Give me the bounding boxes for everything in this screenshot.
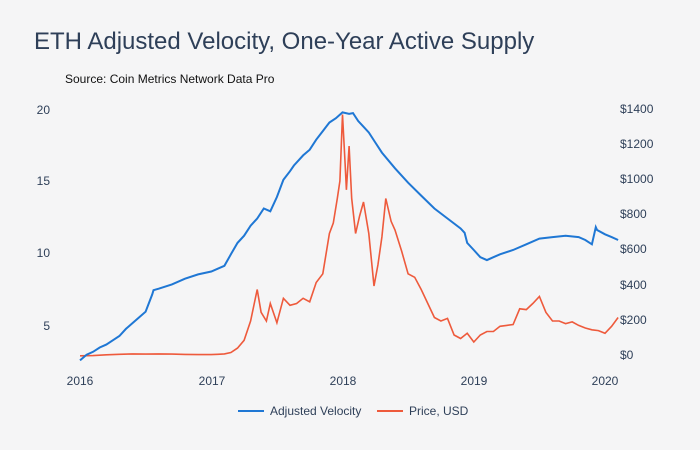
series-line-price bbox=[79, 114, 619, 357]
x-tick-label: 2020 bbox=[592, 374, 619, 388]
right-tick-label: $600 bbox=[620, 242, 647, 256]
left-tick-label: 10 bbox=[37, 246, 51, 260]
right-tick-label: $200 bbox=[620, 313, 647, 327]
right-tick-label: $400 bbox=[620, 278, 647, 292]
right-tick-label: $1200 bbox=[620, 137, 654, 151]
right-tick-label: $800 bbox=[620, 207, 647, 221]
left-tick-label: 15 bbox=[37, 174, 51, 188]
x-tick-label: 2019 bbox=[461, 374, 488, 388]
left-tick-label: 20 bbox=[37, 103, 51, 117]
right-tick-label: $1000 bbox=[620, 172, 654, 186]
x-tick-label: 2018 bbox=[330, 374, 357, 388]
x-tick-label: 2016 bbox=[67, 374, 94, 388]
right-axis: $0 $200 $400 $600 $800 $1000 $1200 $1400 bbox=[620, 102, 654, 362]
right-tick-label: $0 bbox=[620, 348, 634, 362]
x-tick-label: 2017 bbox=[199, 374, 226, 388]
chart-subtitle: Source: Coin Metrics Network Data Pro bbox=[65, 72, 275, 86]
right-tick-label: $1400 bbox=[620, 102, 654, 116]
x-axis: 2016 2017 2018 2019 2020 bbox=[67, 374, 619, 388]
legend-label-price: Price, USD bbox=[409, 404, 469, 418]
series-line-adjusted-velocity bbox=[79, 111, 619, 362]
chart-title: ETH Adjusted Velocity, One-Year Active S… bbox=[34, 28, 535, 55]
left-axis: 5 10 15 20 bbox=[37, 103, 51, 333]
legend: Adjusted Velocity Price, USD bbox=[238, 404, 469, 418]
legend-label-adjusted-velocity: Adjusted Velocity bbox=[270, 404, 361, 418]
left-tick-label: 5 bbox=[43, 319, 50, 333]
